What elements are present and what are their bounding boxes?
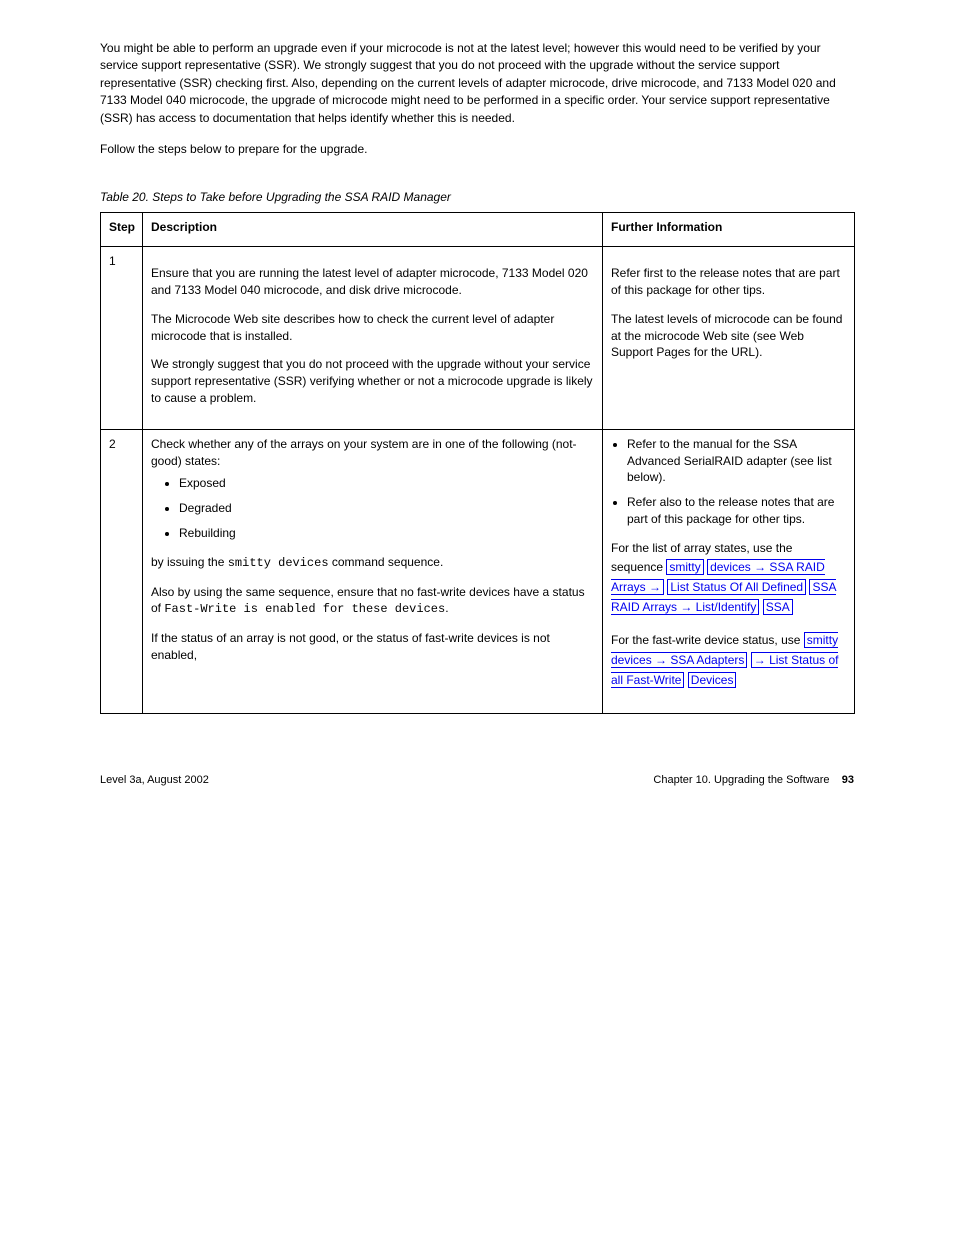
table-header-row: Step Description Further Information — [101, 213, 855, 247]
step-further-info: Refer to the manual for the SSA Advanced… — [603, 429, 855, 713]
info-bullets: Refer to the manual for the SSA Advanced… — [611, 436, 846, 528]
footer-left: Level 3a, August 2002 — [100, 774, 209, 786]
smitty-command: smitty devices — [228, 556, 329, 570]
step-description: Check whether any of the arrays on your … — [143, 429, 603, 713]
list-item: Rebuilding — [179, 525, 594, 542]
footer-chapter: Chapter 10. Upgrading the Software — [653, 774, 829, 786]
links2-pre: For the fast-write device status, use sm… — [611, 630, 846, 691]
info-paragraph: The latest levels of microcode can be fo… — [611, 311, 846, 361]
array-states-list: Exposed Degraded Rebuilding — [151, 475, 594, 541]
upgrade-steps-table: Step Description Further Information 1 E… — [100, 212, 855, 714]
list-item: Refer to the manual for the SSA Advanced… — [627, 436, 846, 486]
table-row: 1 Ensure that you are running the latest… — [101, 247, 855, 430]
fast-write-line: Also by using the same sequence, ensure … — [151, 584, 594, 619]
smitty-link[interactable]: smitty — [666, 559, 703, 575]
step-number: 2 — [101, 429, 143, 713]
desc-paragraph: The Microcode Web site describes how to … — [151, 311, 594, 345]
col-step: Step — [101, 213, 143, 247]
col-further-info: Further Information — [603, 213, 855, 247]
smitty-pre: by issuing the — [151, 555, 228, 569]
fast-write-tail: . — [445, 601, 448, 615]
step-further-info: Refer first to the release notes that ar… — [603, 247, 855, 430]
list-item: Exposed — [179, 475, 594, 492]
status-warning: If the status of an array is not good, o… — [151, 630, 594, 664]
table-row: 2 Check whether any of the arrays on you… — [101, 429, 855, 713]
info-paragraph: Refer first to the release notes that ar… — [611, 265, 846, 299]
smitty-link[interactable]: SSA — [763, 599, 793, 615]
desc-intro: Check whether any of the arrays on your … — [151, 436, 594, 470]
smitty-line: by issuing the smitty devices command se… — [151, 554, 594, 572]
step-number: 1 — [101, 247, 143, 430]
smitty-post: command sequence. — [329, 555, 444, 569]
page-footer: Level 3a, August 2002 Chapter 10. Upgrad… — [0, 774, 954, 786]
desc-paragraph: Ensure that you are running the latest l… — [151, 265, 594, 299]
table-caption: Table 20. Steps to Take before Upgrading… — [0, 190, 954, 212]
smitty-link[interactable]: List Status Of All Defined — [667, 579, 806, 595]
footer-page-number: 93 — [842, 774, 854, 786]
smitty-link[interactable]: Devices — [688, 672, 737, 688]
intro-paragraph-2: Follow the steps below to prepare for th… — [100, 141, 854, 158]
links1-pre: For the list of array states, use the se… — [611, 540, 846, 618]
desc-paragraph: We strongly suggest that you do not proc… — [151, 356, 594, 406]
list-item: Degraded — [179, 500, 594, 517]
fast-write-status-text: Fast-Write is enabled for these devices — [164, 602, 445, 616]
page-root: You might be able to perform an upgrade … — [0, 0, 954, 866]
intro-paragraph-1: You might be able to perform an upgrade … — [100, 40, 854, 127]
list-item: Refer also to the release notes that are… — [627, 494, 846, 528]
col-description: Description — [143, 213, 603, 247]
step-description: Ensure that you are running the latest l… — [143, 247, 603, 430]
intro-block: You might be able to perform an upgrade … — [0, 40, 954, 190]
